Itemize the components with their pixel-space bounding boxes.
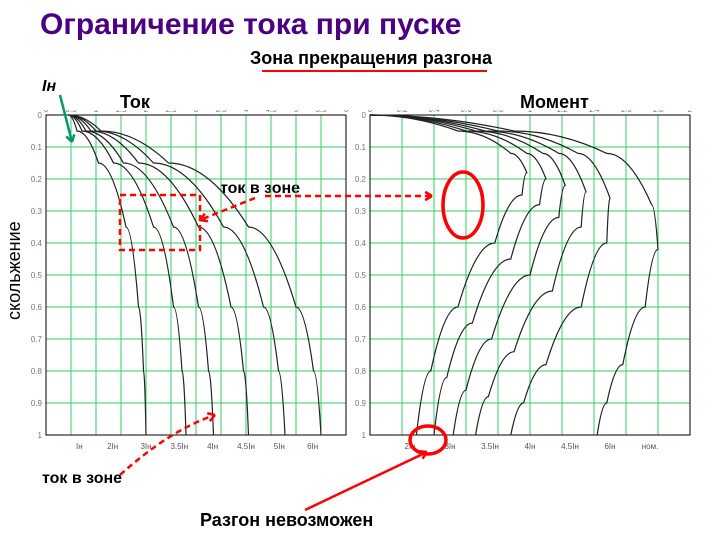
- svg-text:0.2: 0.2: [355, 175, 367, 184]
- svg-text:0.9: 0.9: [355, 399, 367, 408]
- svg-text:3.5Iн: 3.5Iн: [170, 442, 188, 451]
- svg-text:5: 5: [294, 110, 299, 114]
- svg-text:0.8: 0.8: [492, 110, 504, 114]
- svg-text:3: 3: [194, 110, 199, 114]
- svg-text:0.3: 0.3: [355, 207, 367, 216]
- svg-text:0.6: 0.6: [31, 303, 43, 312]
- razgon-label: Разгон невозможен: [200, 510, 373, 531]
- svg-text:0.4: 0.4: [428, 110, 440, 114]
- svg-text:3.5: 3.5: [215, 110, 227, 114]
- svg-text:4Iн: 4Iн: [207, 442, 218, 451]
- svg-text:0.3: 0.3: [31, 207, 43, 216]
- svg-text:0.6: 0.6: [355, 303, 367, 312]
- svg-text:2: 2: [144, 110, 149, 114]
- svg-text:1.5: 1.5: [115, 110, 127, 114]
- svg-text:0: 0: [44, 110, 49, 114]
- svg-text:0.4: 0.4: [355, 239, 367, 248]
- svg-text:0.2: 0.2: [396, 110, 408, 114]
- svg-text:5Iн: 5Iн: [274, 442, 285, 451]
- svg-text:0.1: 0.1: [31, 143, 43, 152]
- marker-in-label: Iн: [42, 78, 56, 96]
- right-chart: 0 0.2 0.4 0.6 0.8 1 1.2 1.4 1.6 1.8 2 0 0.1 0.2 0.3 0.4…: [340, 110, 700, 470]
- svg-text:4Iн: 4Iн: [524, 442, 535, 451]
- svg-text:0.7: 0.7: [355, 335, 367, 344]
- svg-text:1: 1: [38, 431, 43, 440]
- zone-label-lower: ток в зоне: [42, 470, 122, 488]
- svg-text:0.9: 0.9: [31, 399, 43, 408]
- left-chart: 00.511.522.533.544.555.5600.10.20.30.40.…: [16, 110, 356, 470]
- svg-text:1: 1: [528, 110, 533, 114]
- svg-text:0.4: 0.4: [31, 239, 43, 248]
- svg-text:1: 1: [362, 431, 367, 440]
- svg-text:0.5: 0.5: [355, 271, 367, 280]
- svg-text:0.8: 0.8: [355, 367, 367, 376]
- svg-text:1.6: 1.6: [620, 110, 632, 114]
- subtitle-underline: [262, 70, 487, 72]
- svg-text:4.5Iн: 4.5Iн: [561, 442, 579, 451]
- svg-text:3Iн: 3Iн: [140, 442, 151, 451]
- svg-text:0.5: 0.5: [31, 271, 43, 280]
- svg-text:0.7: 0.7: [31, 335, 43, 344]
- svg-text:3Iн: 3Iн: [444, 442, 455, 451]
- svg-text:0.8: 0.8: [31, 367, 43, 376]
- svg-text:2.5: 2.5: [165, 110, 177, 114]
- svg-text:0.6: 0.6: [460, 110, 472, 114]
- svg-text:Iн: Iн: [76, 442, 83, 451]
- svg-text:ном.: ном.: [642, 442, 659, 451]
- svg-text:0: 0: [38, 111, 43, 120]
- svg-text:0.1: 0.1: [355, 143, 367, 152]
- svg-text:0.5: 0.5: [65, 110, 77, 114]
- page-title: Ограничение тока при пуске: [40, 8, 461, 42]
- svg-text:1: 1: [94, 110, 99, 114]
- svg-text:1.2: 1.2: [556, 110, 568, 114]
- svg-text:4.5: 4.5: [265, 110, 277, 114]
- svg-text:2: 2: [688, 110, 693, 114]
- svg-text:4.5Iн: 4.5Iн: [237, 442, 255, 451]
- svg-text:0.2: 0.2: [31, 175, 43, 184]
- svg-text:5.5: 5.5: [315, 110, 327, 114]
- svg-text:2Iн: 2Iн: [107, 442, 118, 451]
- svg-text:6Iн: 6Iн: [307, 442, 318, 451]
- subtitle: Зона прекращения разгона: [250, 48, 492, 69]
- svg-text:4: 4: [244, 110, 249, 114]
- svg-text:1.4: 1.4: [588, 110, 600, 114]
- svg-text:0: 0: [362, 111, 367, 120]
- svg-text:0: 0: [368, 110, 373, 114]
- svg-text:1.8: 1.8: [652, 110, 664, 114]
- svg-text:3.5Iн: 3.5Iн: [481, 442, 499, 451]
- svg-text:2Iн: 2Iн: [404, 442, 415, 451]
- svg-text:6Iн: 6Iн: [604, 442, 615, 451]
